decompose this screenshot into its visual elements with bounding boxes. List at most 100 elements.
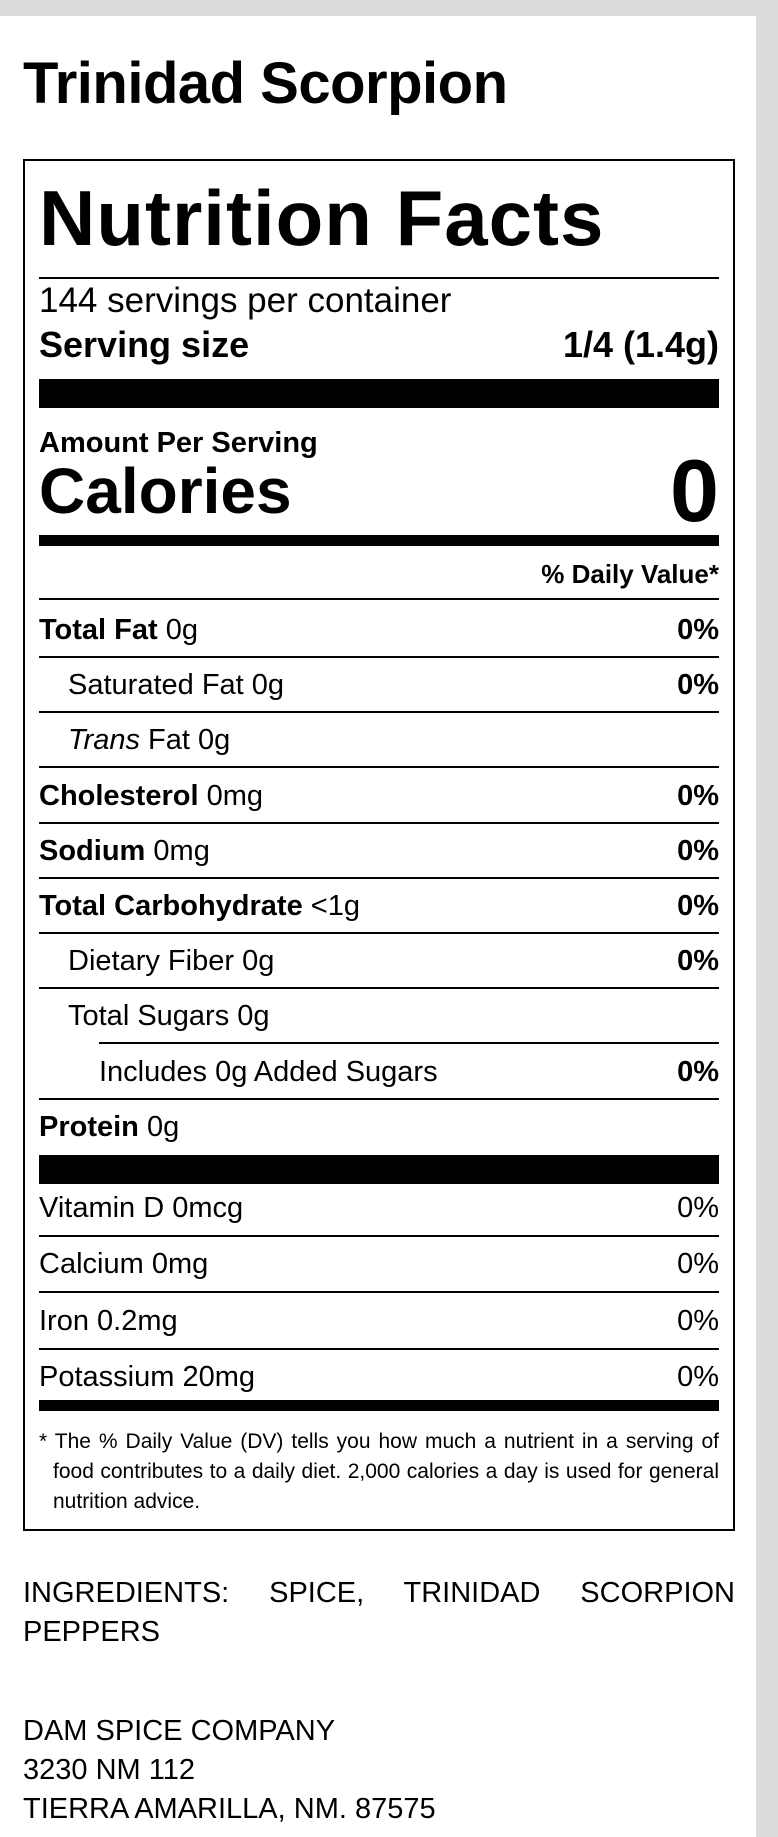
nutrient-name-text: Dietary Fiber (68, 945, 234, 978)
nutrient-row: Cholesterol 0mg 0% (39, 776, 719, 816)
nutrient-name-text: Includes 0g Added Sugars (99, 1055, 438, 1088)
nutrient-amount: 0g (198, 724, 231, 757)
nutrient-name: Sodium 0mg (39, 831, 210, 871)
serving-size-value: 1/4 (1.4g) (562, 324, 719, 365)
nutrient-amount: 0g (242, 945, 275, 978)
nutrient-amount: 0mg (206, 779, 264, 812)
nutrient-name: Protein 0g (39, 1107, 179, 1147)
label-page: Trinidad Scorpion Nutrition Facts 144 se… (0, 16, 756, 1837)
medium-rule (39, 535, 719, 546)
nutrient-row: Saturated Fat 0g 0% (68, 665, 719, 705)
thick-rule (39, 1155, 719, 1184)
nutrient-amount: 0g (237, 1000, 270, 1033)
nutrient-row: Iron 0.2mg 0% (39, 1301, 719, 1341)
nutrient-amount: 0mcg (172, 1192, 244, 1224)
rule (39, 766, 719, 769)
nutrient-row: Protein 0g (39, 1107, 719, 1147)
serving-size-row: Serving size 1/4 (1.4g) (39, 325, 719, 365)
company-line: TIERRA AMARILLA, NM. 87575 (23, 1793, 436, 1825)
nutrient-name-text: Total Carbohydrate (39, 890, 303, 922)
daily-value: 0% (677, 834, 719, 867)
calories-value: 0 (670, 441, 719, 540)
nutrient-name-italic: Trans (68, 724, 140, 757)
nutrient-name: Trans Fat 0g (68, 720, 230, 760)
nutrient-row: Total Sugars 0g (68, 996, 719, 1036)
nutrient-row: Dietary Fiber 0g 0% (68, 941, 719, 981)
nutrient-row: Potassium 20mg 0% (39, 1357, 719, 1397)
rule (39, 656, 719, 658)
nutrient-name: Includes 0g Added Sugars (99, 1052, 438, 1092)
company-line: DAM SPICE COMPANY (23, 1715, 336, 1747)
rule (39, 1097, 719, 1100)
nutrient-amount: 0g (251, 669, 285, 702)
daily-value: 0% (677, 1192, 719, 1224)
calories-row: Calories 0 (39, 441, 719, 540)
nutrient-name-text: Sodium (39, 834, 146, 867)
product-title: Trinidad Scorpion (23, 51, 508, 116)
medium-rule (39, 1400, 719, 1411)
daily-value: 0% (677, 1360, 719, 1393)
daily-value: 0% (677, 669, 719, 702)
amount-per-serving: Amount Per Serving (39, 427, 318, 459)
daily-value: 0% (677, 779, 719, 812)
ingredients: INGREDIENTS: SPICE, TRINIDAD SCORPION PE… (23, 1577, 735, 1648)
nutrition-label: Nutrition Facts 144 servings per contain… (23, 159, 735, 1531)
nutrient-name-text: Saturated Fat (68, 669, 244, 702)
nutrient-name: Dietary Fiber 0g (68, 941, 274, 981)
nutrient-name-text: Iron (39, 1304, 89, 1337)
nutrient-amount: 0g (146, 1110, 180, 1143)
nutrient-name-text: Total Fat (39, 614, 158, 646)
servings: 144 servings per container (39, 281, 452, 320)
daily-value: 0% (677, 945, 719, 978)
nutrient-row: Includes 0g Added Sugars 0% (99, 1052, 719, 1092)
nutrient-amount: 20mg (182, 1360, 255, 1393)
nutrient-name: Potassium 20mg (39, 1357, 255, 1397)
daily-value: 0% (677, 890, 719, 922)
serving-size-label: Serving size (39, 324, 250, 365)
nutrient-name: Saturated Fat 0g (68, 665, 284, 705)
rule (39, 711, 719, 714)
rule (39, 598, 719, 600)
footnote-text: The % Daily Value (DV) tells you how muc… (53, 1430, 719, 1513)
nutrient-amount: 0g (165, 614, 199, 646)
thick-rule (39, 379, 719, 408)
nutrient-amount: 0mg (151, 1248, 209, 1281)
daily-value: 0% (677, 1248, 719, 1281)
daily-value: 0% (677, 1304, 719, 1337)
rule (39, 932, 719, 934)
nutrient-amount: 0.2mg (97, 1304, 178, 1337)
nutrient-name-text: Cholesterol (39, 779, 199, 812)
nutrient-name-text: Vitamin D (39, 1192, 165, 1224)
nutrient-name: Iron 0.2mg (39, 1301, 178, 1341)
nutrient-name: Calcium 0mg (39, 1244, 208, 1284)
nutrient-name-text: Calcium (39, 1248, 144, 1281)
nutrient-name: Total Carbohydrate <1g (39, 886, 360, 926)
nutrient-amount: <1g (310, 890, 360, 922)
company-address: DAM SPICE COMPANY 3230 NM 112 TIERRA AMARI… (23, 1712, 436, 1829)
rule (99, 1042, 719, 1045)
rule (39, 1291, 719, 1294)
daily-value: 0% (677, 614, 719, 646)
nutrient-row: Total Carbohydrate <1g 0% (39, 886, 719, 926)
nutrient-name-text: Fat (148, 724, 190, 757)
rule (39, 987, 719, 990)
footnote: * The % Daily Value (DV) tells you how m… (39, 1427, 719, 1517)
nutrient-name: Cholesterol 0mg (39, 776, 263, 816)
rule (39, 1235, 719, 1237)
nutrient-row: Total Fat 0g 0% (39, 610, 719, 650)
rule (39, 277, 719, 279)
nutrient-row: Sodium 0mg 0% (39, 831, 719, 871)
company-line: 3230 NM 112 (23, 1754, 195, 1786)
nutrient-row: Trans Fat 0g (68, 720, 719, 760)
rule (39, 821, 719, 824)
daily-value: 0% (677, 1055, 719, 1088)
nutrient-name: Total Fat 0g (39, 610, 198, 650)
nutrient-row: Calcium 0mg 0% (39, 1244, 719, 1284)
nutrient-name-text: Potassium (39, 1360, 175, 1393)
daily-value-header: % Daily Value* (541, 559, 719, 589)
rule (39, 876, 719, 879)
label-heading: Nutrition Facts (39, 174, 605, 262)
nutrient-name: Total Sugars 0g (68, 996, 270, 1036)
calories-label: Calories (39, 455, 292, 527)
